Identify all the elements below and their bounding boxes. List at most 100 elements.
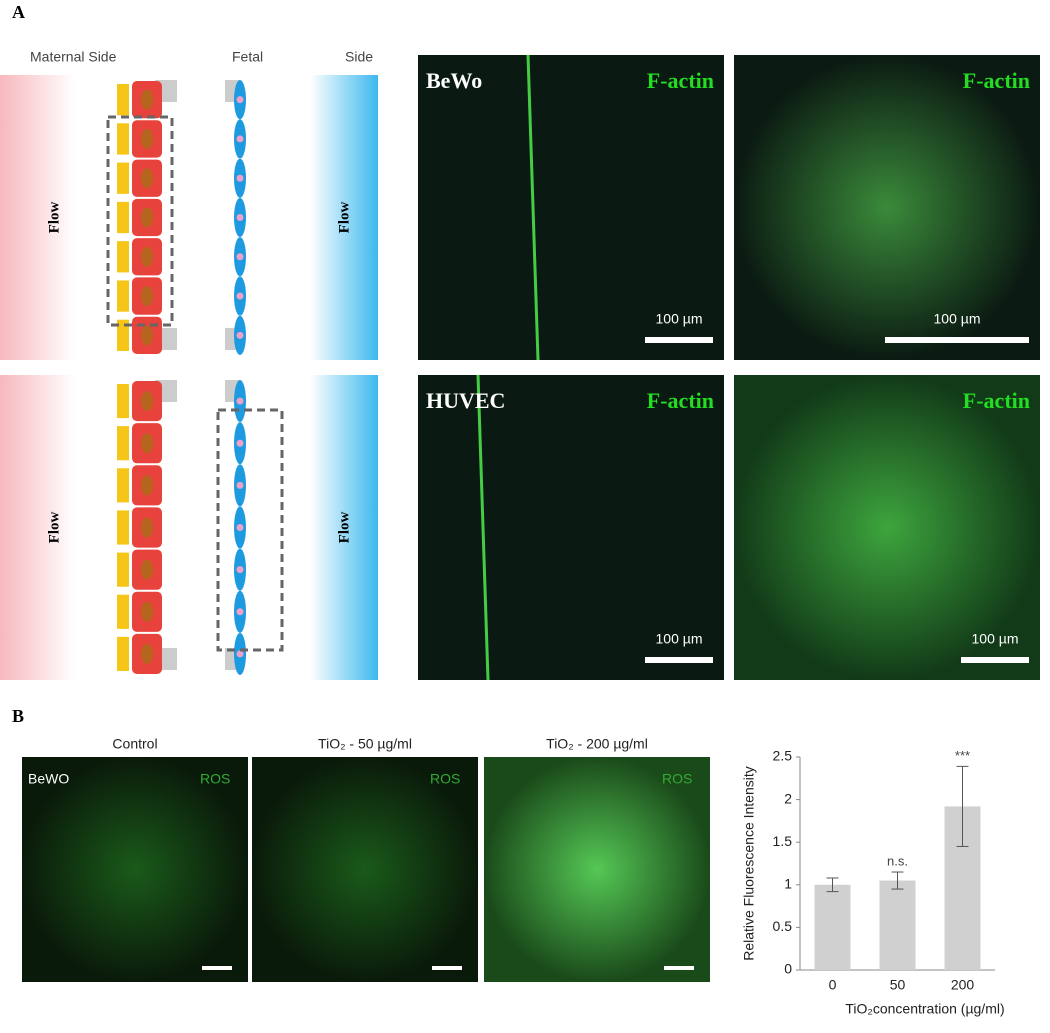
flow-label: Flow xyxy=(336,202,352,234)
nucleus xyxy=(236,608,244,616)
fetal-channel xyxy=(310,375,378,680)
nucleus xyxy=(141,286,153,307)
image-title: TiO₂ - 200 µg/ml xyxy=(546,736,648,752)
scale-bar xyxy=(664,966,694,970)
scale-bar xyxy=(885,337,1029,343)
nucleus xyxy=(236,481,244,489)
stain-label: ROS xyxy=(200,771,230,787)
micrograph xyxy=(418,55,724,360)
x-tick-label: 0 xyxy=(829,977,837,993)
y-tick-label: 0 xyxy=(784,961,792,977)
micrograph xyxy=(22,757,248,982)
interface xyxy=(526,54,540,361)
nucleus xyxy=(236,174,244,182)
micrograph xyxy=(252,757,478,982)
diagram-label: Side xyxy=(345,49,373,65)
significance-label: *** xyxy=(955,748,970,763)
interface xyxy=(476,374,490,681)
nucleus xyxy=(236,650,244,658)
microvilli xyxy=(117,468,129,503)
cell-label: BeWo xyxy=(426,68,482,93)
scale-label: 100 µm xyxy=(972,631,1019,647)
stain-label: ROS xyxy=(662,771,692,787)
nucleus xyxy=(141,128,153,149)
nucleus xyxy=(236,439,244,447)
micrograph xyxy=(484,757,710,982)
panel-label: A xyxy=(12,2,25,22)
microvilli xyxy=(117,84,129,116)
microvilli xyxy=(117,319,129,351)
y-tick-label: 1 xyxy=(784,876,792,892)
maternal-channel xyxy=(0,75,75,360)
x-axis-label: TiO₂concentration (µg/ml) xyxy=(845,1001,1004,1017)
microvilli xyxy=(117,510,129,545)
micrographs: BeWo F-actin 100 µm F-actin 100 µm HUVEC F-act… xyxy=(22,54,1040,982)
microvilli xyxy=(117,280,129,312)
diagram-label: Fetal xyxy=(232,49,263,65)
significance-label: n.s. xyxy=(887,853,908,868)
y-tick-label: 1.5 xyxy=(773,833,793,849)
fetal-channel xyxy=(310,75,378,360)
scale-bar xyxy=(961,657,1029,663)
nucleus xyxy=(141,475,153,496)
micrograph xyxy=(734,55,1040,360)
bar xyxy=(814,884,851,970)
x-tick-label: 50 xyxy=(890,977,906,993)
nucleus xyxy=(141,643,153,664)
nucleus xyxy=(141,559,153,580)
nucleus xyxy=(141,207,153,228)
nucleus xyxy=(141,517,153,538)
nucleus xyxy=(141,325,153,346)
y-tick-label: 2 xyxy=(784,790,792,806)
nucleus xyxy=(141,89,153,110)
error-bar xyxy=(956,765,969,847)
micrograph xyxy=(734,375,1040,680)
microvilli xyxy=(117,384,129,419)
nucleus xyxy=(236,135,244,143)
cell-label: HUVEC xyxy=(426,388,505,413)
highlight-box xyxy=(216,408,284,652)
scale-bar xyxy=(645,657,713,663)
microvilli xyxy=(117,594,129,629)
image-title: Control xyxy=(112,736,157,752)
nucleus xyxy=(236,214,244,221)
error-bar xyxy=(826,877,839,893)
stain-label: ROS xyxy=(430,771,460,787)
scale-bar xyxy=(432,966,462,970)
nucleus xyxy=(141,168,153,189)
microvilli xyxy=(117,123,129,155)
scale-bar xyxy=(202,966,232,970)
diagram-label: Maternal Side xyxy=(30,49,117,65)
scale-label: 100 µm xyxy=(934,311,981,327)
nucleus xyxy=(141,433,153,454)
nucleus xyxy=(141,391,153,412)
nucleus xyxy=(236,292,244,300)
nucleus xyxy=(236,331,244,339)
stain-label: F-actin xyxy=(963,388,1030,413)
nucleus xyxy=(236,566,244,574)
flow-label: Flow xyxy=(336,512,352,544)
micrograph xyxy=(418,375,724,680)
nucleus xyxy=(236,524,244,531)
maternal-channel xyxy=(0,375,75,680)
microvilli xyxy=(117,552,129,587)
bar-chart: 0 0.5 1 1.5 2 2.5 Relative Fluorescence Intens… xyxy=(741,748,1005,1017)
bar xyxy=(879,880,916,970)
scale-bar xyxy=(645,337,713,343)
cell-label: BeWO xyxy=(28,771,69,787)
y-tick-label: 0.5 xyxy=(773,918,793,934)
error-bar xyxy=(891,871,904,890)
microvilli xyxy=(117,162,129,194)
diagram: Flow Flow Flow Flow xyxy=(0,75,378,680)
panel-label: B xyxy=(12,706,24,726)
flow-label: Flow xyxy=(46,512,62,544)
stain-label: F-actin xyxy=(647,68,714,93)
microvilli xyxy=(117,426,129,461)
y-axis-label: Relative Fluorescence Intensity xyxy=(741,766,757,961)
stain-label: F-actin xyxy=(963,68,1030,93)
nucleus xyxy=(236,397,244,405)
highlight-box xyxy=(106,115,174,327)
nucleus xyxy=(236,253,244,261)
scale-label: 100 µm xyxy=(656,311,703,327)
